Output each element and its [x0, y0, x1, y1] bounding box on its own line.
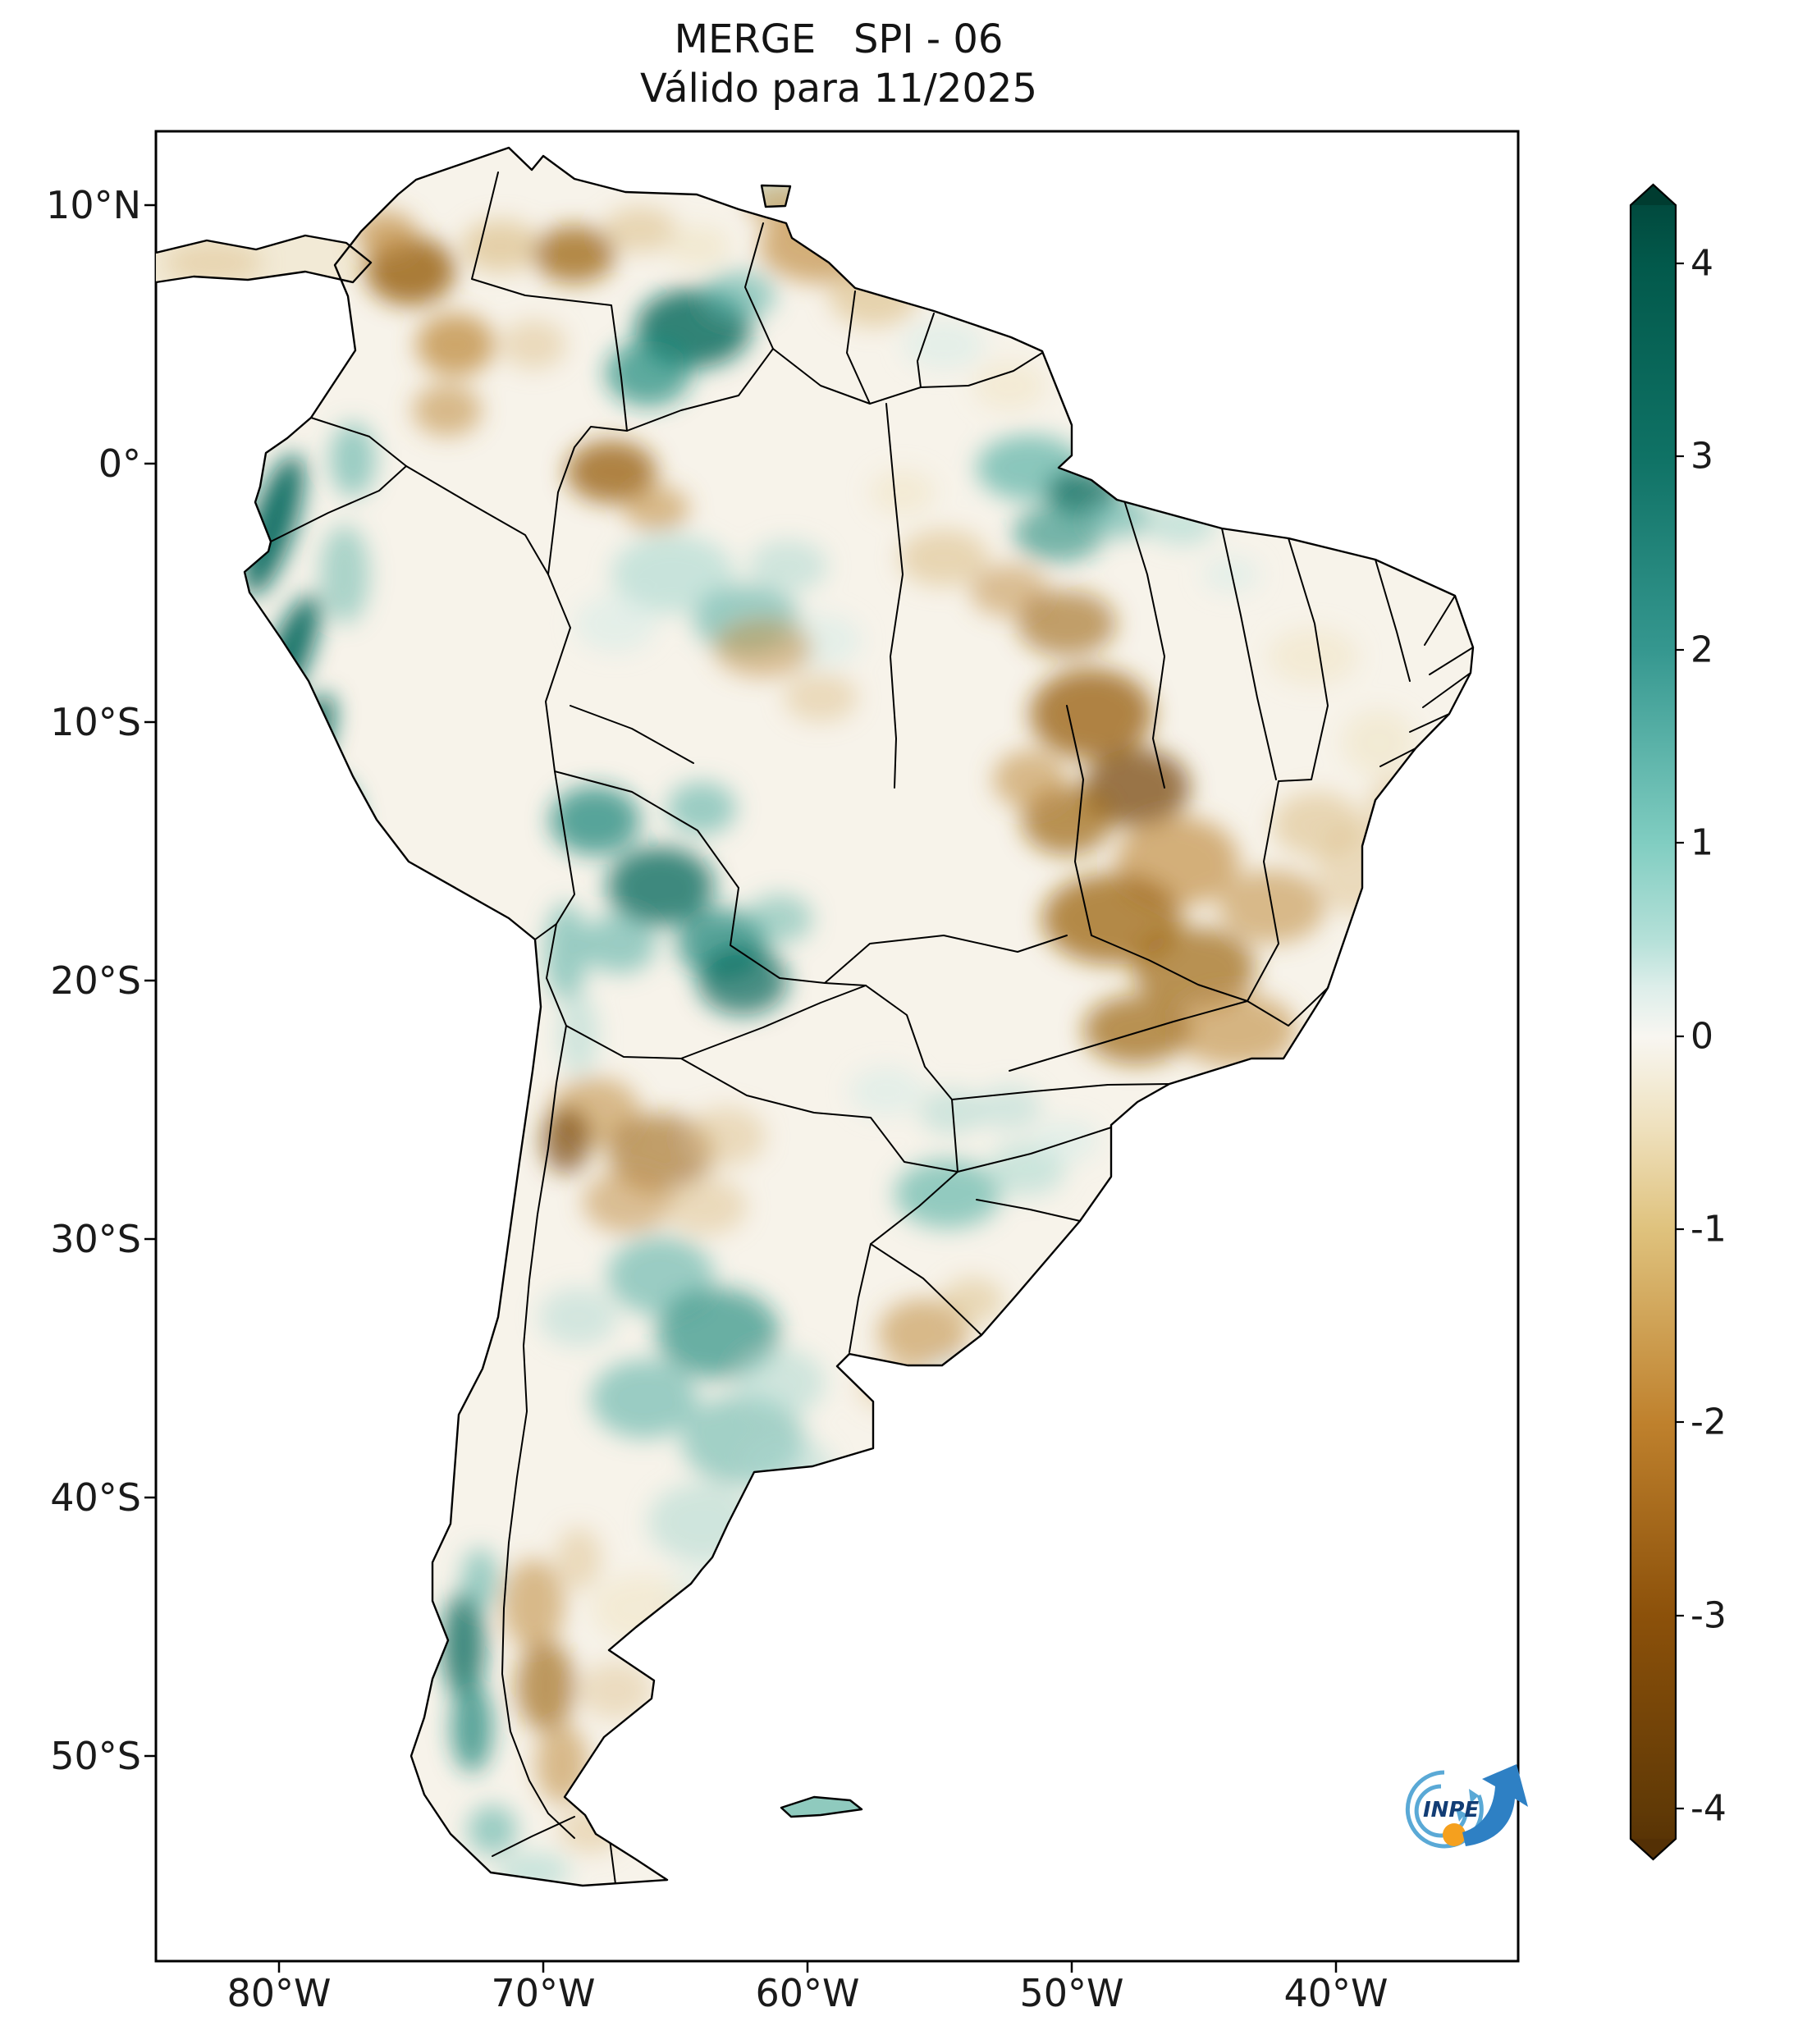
colorbar-tick-m2: -2: [1690, 1401, 1727, 1443]
colorbar-tick-m1: -1: [1690, 1208, 1727, 1251]
figure-title: MERGE SPI - 06: [674, 16, 1004, 62]
lat-label-20s: 20°S: [50, 958, 141, 1003]
colorbar-tick-1: 1: [1690, 821, 1713, 864]
internal-borders: [270, 171, 1473, 1885]
logo-orange-dot: [1443, 1823, 1466, 1846]
lon-label-40w: 40°W: [1283, 1971, 1389, 2015]
lat-label-30s: 30°S: [50, 1217, 141, 1261]
lon-label-70w: 70°W: [491, 1971, 596, 2015]
colorbar-tick-4: 4: [1690, 242, 1713, 285]
inpe-logo-text: INPE: [1423, 1798, 1479, 1822]
lat-label-40s: 40°S: [50, 1475, 141, 1520]
logo-arrow-icon: [1462, 1764, 1528, 1846]
lon-label-50w: 50°W: [1019, 1971, 1124, 2015]
swirl-arrowhead-2: [1456, 1809, 1466, 1822]
lat-label-10n: 10°N: [46, 183, 141, 227]
colorbar-tick-m3: -3: [1690, 1594, 1727, 1637]
coastlines: [155, 146, 1475, 1887]
lat-label-10s: 10°S: [50, 700, 141, 744]
lon-label-60w: 60°W: [755, 1971, 860, 2015]
colorbar: [1629, 183, 1684, 1861]
colorbar-tick-2: 2: [1690, 629, 1713, 671]
colorbar-tick-0: 0: [1690, 1015, 1713, 1058]
lon-label-80w: 80°W: [226, 1971, 332, 2015]
colorbar-tick-3: 3: [1690, 435, 1713, 478]
figure-subtitle: Válido para 11/2025: [640, 66, 1037, 112]
axis-ticks: [144, 203, 1338, 1973]
lat-label-0: 0°: [98, 441, 141, 486]
colorbar-tick-m4: -4: [1690, 1787, 1727, 1830]
swirl-arrowhead: [1469, 1789, 1479, 1804]
inpe-logo: INPE: [1405, 1764, 1528, 1849]
lat-label-50s: 50°S: [50, 1734, 141, 1778]
